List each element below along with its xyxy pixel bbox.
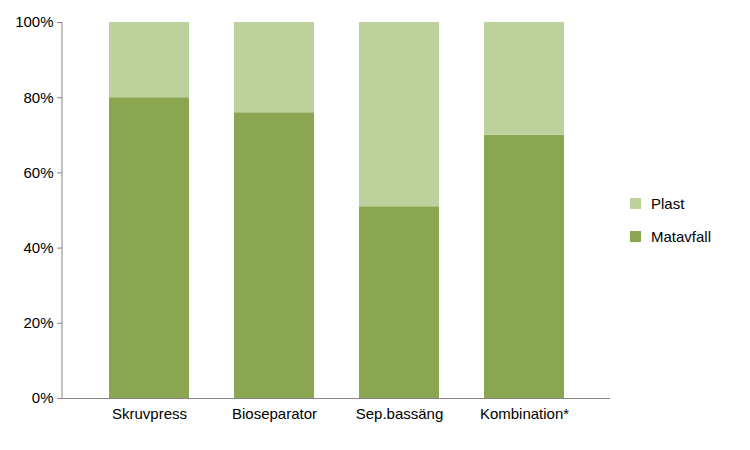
svg-text:100%: 100% [15,13,53,30]
svg-text:Sep.bassäng: Sep.bassäng [356,405,444,422]
svg-text:40%: 40% [23,239,53,256]
svg-text:Skruvpress: Skruvpress [112,405,187,422]
svg-text:Bioseparator: Bioseparator [232,405,317,422]
svg-text:60%: 60% [23,164,53,181]
html-text:Plast: Plast [651,195,685,212]
svg-text:80%: 80% [23,89,53,106]
html-text:Matavfall: Matavfall [651,228,711,245]
svg-text:20%: 20% [23,314,53,331]
svg-text:0%: 0% [32,389,54,406]
svg-text:Kombination*: Kombination* [480,405,569,422]
